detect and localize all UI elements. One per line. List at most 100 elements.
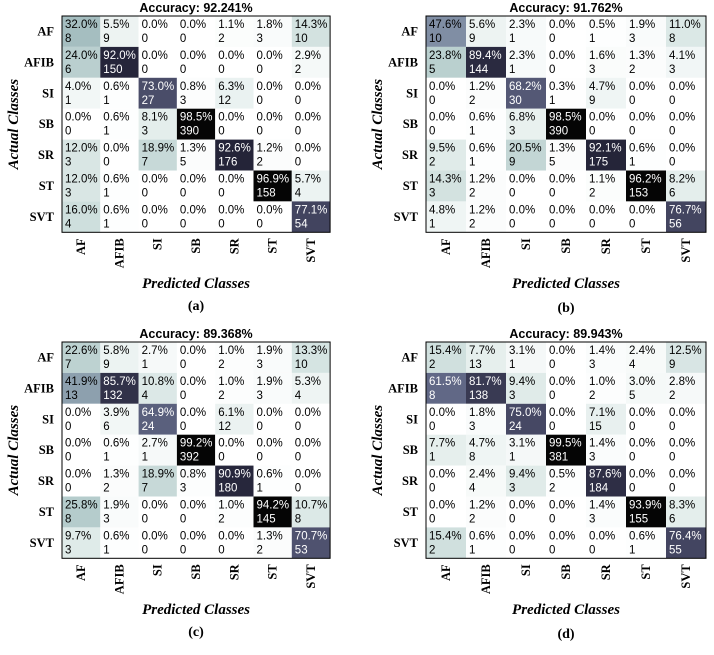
panel-2-cell-3-4-percent: 0.0% bbox=[218, 438, 244, 450]
panel-2-cell-2-4-count: 12 bbox=[218, 421, 231, 433]
panel-1-cell-3-2-percent: 6.8% bbox=[509, 112, 535, 124]
panel-3-cell-1-6-count: 2 bbox=[669, 390, 675, 402]
panel-2-cell-3-2-percent: 2.7% bbox=[142, 438, 168, 450]
panel-3-title: Accuracy: 89.943% bbox=[509, 327, 622, 341]
panel-0-cell-2-2 bbox=[138, 77, 177, 109]
panel-2-cell-5-2 bbox=[138, 496, 177, 528]
panel-1-cell-3-0-count: 0 bbox=[429, 126, 435, 138]
panel-3-cell-3-0 bbox=[426, 434, 466, 466]
panel-3-row-label-sr: SR bbox=[402, 474, 419, 488]
panel-0-cell-2-4 bbox=[215, 77, 254, 109]
panel-1-cell-2-0-percent: 0.0% bbox=[429, 81, 455, 93]
panel-2-cell-0-6-percent: 13.3% bbox=[295, 345, 328, 357]
panel-0-cell-0-4 bbox=[215, 16, 254, 47]
panel-1-cell-1-6 bbox=[666, 46, 706, 78]
panel-1-cell-6-3-count: 0 bbox=[549, 218, 555, 230]
panel-1-col-label-sb: SB bbox=[559, 238, 573, 253]
panel-3-cell-3-0-count: 1 bbox=[429, 452, 435, 464]
panel-2-cell-5-5 bbox=[253, 496, 292, 528]
panel-3-cell-4-2-count: 3 bbox=[509, 483, 515, 495]
panel-1-cell-6-6-percent: 76.7% bbox=[669, 204, 702, 216]
panel-0-col-label-sb: SB bbox=[189, 238, 203, 253]
panel-0-cell-4-4 bbox=[215, 139, 254, 171]
panel-3-cell-1-3 bbox=[546, 372, 586, 404]
panel-0-cell-3-1 bbox=[100, 108, 139, 140]
panel-1-col-label-afib: AFIB bbox=[479, 238, 493, 268]
panel-0-cell-6-1-count: 1 bbox=[103, 218, 109, 230]
panel-2-label: (c) bbox=[188, 625, 204, 640]
panel-2-cell-3-4-count: 0 bbox=[218, 452, 224, 464]
panel-3-cell-5-5-count: 155 bbox=[629, 514, 648, 526]
panel-1-row-label-svt: SVT bbox=[394, 210, 419, 224]
panel-1-cell-1-2-percent: 2.3% bbox=[509, 50, 535, 62]
panel-3-cell-4-5-count: 0 bbox=[629, 483, 635, 495]
panel-0-cell-0-2-percent: 0.0% bbox=[142, 19, 168, 31]
panel-1-col-label-af: AF bbox=[439, 238, 453, 255]
panel-0-cell-1-4 bbox=[215, 46, 254, 78]
panel-1-cell-6-1 bbox=[466, 201, 506, 233]
panel-1-cell-1-5 bbox=[626, 46, 666, 78]
panel-3-col-label-sb: SB bbox=[559, 564, 573, 579]
panel-3-cell-3-2-count: 1 bbox=[509, 452, 515, 464]
panel-0-cell-0-1-count: 9 bbox=[103, 33, 109, 45]
panel-2-cell-6-1 bbox=[100, 527, 139, 559]
panel-2-cell-4-6-count: 0 bbox=[295, 483, 301, 495]
panel-3-cell-2-6-percent: 0.0% bbox=[669, 407, 695, 419]
panel-3-cell-0-0 bbox=[426, 342, 466, 373]
panel-1-cell-0-0-count: 10 bbox=[429, 33, 442, 45]
panel-1-cell-4-4-count: 175 bbox=[589, 157, 608, 169]
panel-3-cell-6-5-count: 1 bbox=[629, 544, 635, 556]
panel-1-cell-0-5-percent: 1.9% bbox=[629, 19, 655, 31]
panel-2-cell-6-5-count: 2 bbox=[257, 544, 263, 556]
panel-0-cell-3-0-count: 0 bbox=[65, 126, 71, 138]
panel-2-cell-2-3-count: 0 bbox=[180, 421, 186, 433]
panel-0-cell-0-2 bbox=[138, 16, 177, 47]
panel-3-cell-3-4-percent: 1.4% bbox=[589, 438, 615, 450]
panel-3-cell-4-0-count: 0 bbox=[429, 483, 435, 495]
panel-0-cell-5-0-count: 3 bbox=[65, 188, 71, 200]
panel-3-cell-1-6-percent: 2.8% bbox=[669, 376, 695, 388]
panel-3-cell-5-3-percent: 0.0% bbox=[549, 500, 575, 512]
panel-3-cell-3-1-count: 8 bbox=[469, 452, 475, 464]
panel-1-cell-4-2-count: 9 bbox=[509, 157, 515, 169]
panel-2-cell-2-6-count: 0 bbox=[295, 421, 301, 433]
panel-2-col-label-svt: SVT bbox=[304, 564, 318, 589]
panel-2-cell-0-0-count: 7 bbox=[65, 359, 71, 371]
panel-0-cell-5-1 bbox=[100, 170, 139, 202]
panel-1-cell-5-2 bbox=[506, 170, 546, 202]
panel-3-cell-6-6-count: 55 bbox=[669, 544, 682, 556]
panel-0-col-label-si: SI bbox=[151, 238, 165, 250]
panel-0-cell-0-5 bbox=[253, 16, 292, 47]
panel-2-cell-1-4-count: 2 bbox=[218, 390, 224, 402]
panel-1-cell-6-2 bbox=[506, 201, 546, 233]
panel-1-cell-0-0 bbox=[426, 16, 466, 47]
panel-0-cell-3-1-count: 1 bbox=[103, 126, 109, 138]
panel-0-cell-6-0 bbox=[62, 201, 101, 233]
panel-0-cell-5-3 bbox=[176, 170, 216, 202]
panel-1-cell-5-3 bbox=[546, 170, 586, 202]
panel-0-cell-4-3-percent: 1.3% bbox=[180, 143, 206, 155]
panel-0-cell-6-3-percent: 0.0% bbox=[180, 204, 206, 216]
panel-1-cell-6-0-count: 1 bbox=[429, 218, 435, 230]
panel-3-cell-2-2-percent: 75.0% bbox=[509, 407, 542, 419]
panel-3-cell-3-3-percent: 99.5% bbox=[549, 438, 582, 450]
panel-0-cell-2-1 bbox=[100, 77, 139, 109]
panel-2-cell-0-2-percent: 2.7% bbox=[142, 345, 168, 357]
panel-0-cell-2-0-count: 1 bbox=[65, 95, 71, 107]
panel-0-cell-1-5 bbox=[253, 46, 292, 78]
panel-2-cell-4-5-count: 1 bbox=[257, 483, 263, 495]
panel-2-cell-3-2 bbox=[138, 434, 177, 466]
panel-3-cell-1-4 bbox=[586, 372, 626, 404]
panel-3-cell-3-1 bbox=[466, 434, 506, 466]
panel-2-cell-5-6-percent: 10.7% bbox=[295, 500, 328, 512]
panel-2-cell-2-5-percent: 0.0% bbox=[257, 407, 283, 419]
panel-1-cell-2-0-count: 0 bbox=[429, 95, 435, 107]
panel-2-cell-3-0 bbox=[62, 434, 101, 466]
panel-2-cell-4-2 bbox=[138, 465, 177, 497]
panel-2-cell-4-6-percent: 0.0% bbox=[295, 469, 321, 481]
panel-0-cell-5-0 bbox=[62, 170, 101, 202]
panel-0-cell-5-4-percent: 0.0% bbox=[218, 174, 244, 186]
panel-0-col-label-sr: SR bbox=[227, 237, 241, 254]
panel-0-cell-1-3 bbox=[176, 46, 216, 78]
panel-2-cell-2-2-count: 24 bbox=[142, 421, 155, 433]
